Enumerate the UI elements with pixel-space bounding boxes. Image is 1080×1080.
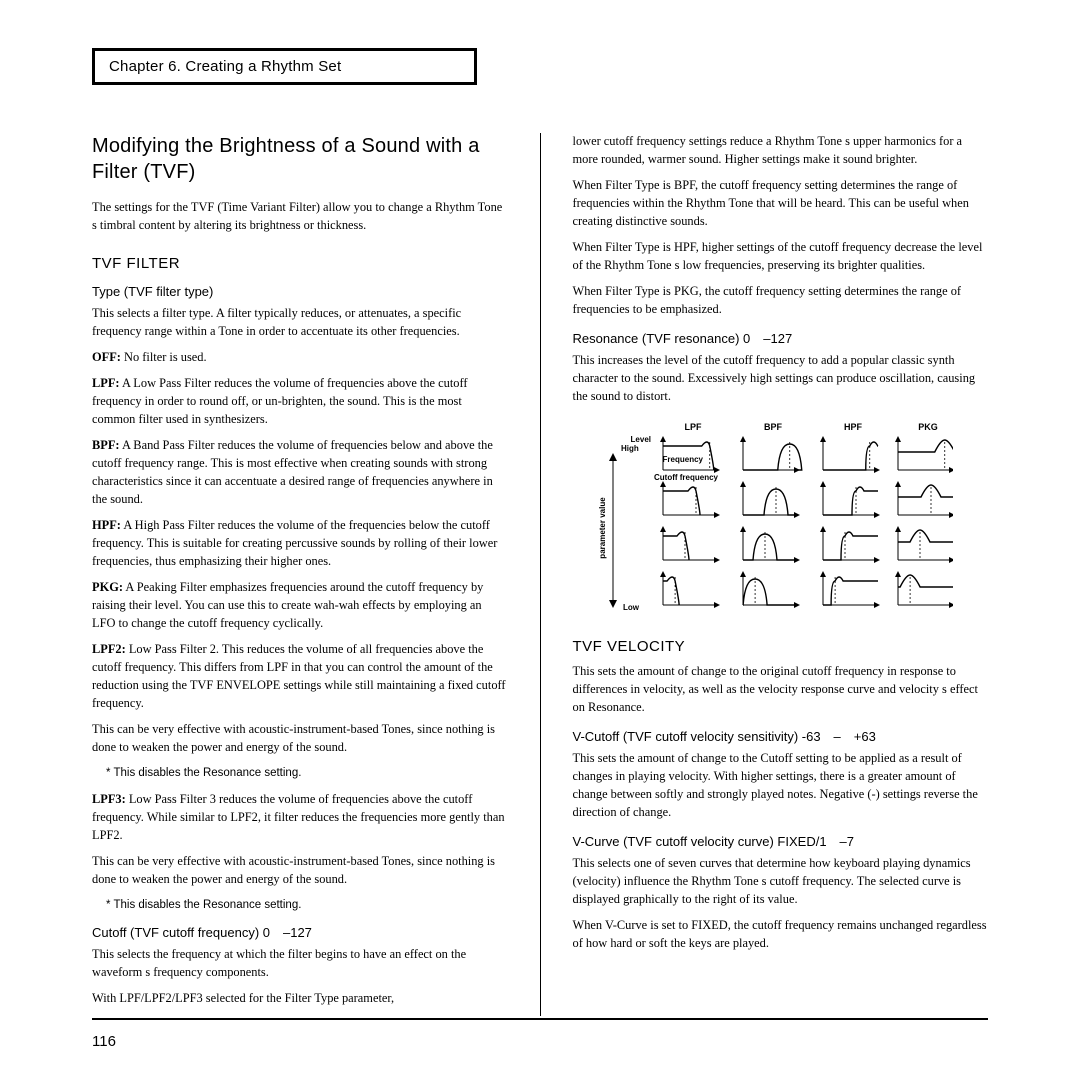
- intro-text: The settings for the TVF (Time Variant F…: [92, 199, 508, 235]
- lpf-def: LPF: A Low Pass Filter reduces the volum…: [92, 375, 508, 429]
- svg-text:LPF: LPF: [684, 422, 702, 432]
- svg-text:PKG: PKG: [918, 422, 938, 432]
- chapter-header: Chapter 6. Creating a Rhythm Set: [92, 48, 477, 85]
- note-1: This disables the Resonance setting.: [106, 765, 508, 781]
- cutoff-p2: With LPF/LPF2/LPF3 selected for the Filt…: [92, 990, 508, 1008]
- left-column: Modifying the Brightness of a Sound with…: [92, 133, 508, 1016]
- svg-text:Frequency: Frequency: [662, 455, 703, 464]
- svg-text:Cutoff frequency: Cutoff frequency: [654, 473, 719, 482]
- type-heading: Type (TVF filter type): [92, 284, 508, 299]
- vcurve-heading: V-Curve (TVF cutoff velocity curve) FIXE…: [573, 834, 989, 849]
- vcutoff-heading: V-Cutoff (TVF cutoff velocity sensitivit…: [573, 729, 989, 744]
- svg-text:Low: Low: [623, 603, 640, 612]
- right-column: lower cutoff frequency settings reduce a…: [573, 133, 989, 1016]
- off-def: OFF: No filter is used.: [92, 349, 508, 367]
- vcurve-p2: When V-Curve is set to FIXED, the cutoff…: [573, 917, 989, 953]
- bpf-def: BPF: A Band Pass Filter reduces the volu…: [92, 437, 508, 509]
- lpf3-def: LPF3: Low Pass Filter 3 reduces the volu…: [92, 791, 508, 845]
- r-p2: When Filter Type is BPF, the cutoff freq…: [573, 177, 989, 231]
- vcutoff-p: This sets the amount of change to the Cu…: [573, 750, 989, 822]
- hpf-def: HPF: A High Pass Filter reduces the volu…: [92, 517, 508, 571]
- svg-text:parameter value: parameter value: [598, 497, 607, 559]
- filter-diagram: LPF BPF HPF PKG Level High Low Frequency…: [573, 418, 989, 618]
- cutoff-heading: Cutoff (TVF cutoff frequency) 0 –127: [92, 925, 508, 940]
- content-columns: Modifying the Brightness of a Sound with…: [92, 133, 988, 1016]
- resonance-p: This increases the level of the cutoff f…: [573, 352, 989, 406]
- r-p1: lower cutoff frequency settings reduce a…: [573, 133, 989, 169]
- resonance-heading: Resonance (TVF resonance) 0 –127: [573, 331, 989, 346]
- cutoff-p1: This selects the frequency at which the …: [92, 946, 508, 982]
- note-2: This disables the Resonance setting.: [106, 897, 508, 913]
- vel-intro: This sets the amount of change to the or…: [573, 663, 989, 717]
- tvf-filter-heading: TVF FILTER: [92, 255, 508, 272]
- tvf-velocity-heading: TVF VELOCITY: [573, 638, 989, 655]
- pkg-def: PKG: A Peaking Filter emphasizes frequen…: [92, 579, 508, 633]
- footer-rule: [92, 1018, 988, 1020]
- svg-text:HPF: HPF: [844, 422, 863, 432]
- svg-text:Level: Level: [630, 435, 650, 444]
- svg-text:BPF: BPF: [764, 422, 783, 432]
- r-p3: When Filter Type is HPF, higher settings…: [573, 239, 989, 275]
- r-p4: When Filter Type is PKG, the cutoff freq…: [573, 283, 989, 319]
- lpf2-extra: This can be very effective with acoustic…: [92, 721, 508, 757]
- section-title: Modifying the Brightness of a Sound with…: [92, 133, 508, 185]
- svg-text:High: High: [621, 444, 639, 453]
- vcurve-p1: This selects one of seven curves that de…: [573, 855, 989, 909]
- type-intro: This selects a filter type. A filter typ…: [92, 305, 508, 341]
- lpf2-def: LPF2: Low Pass Filter 2. This reduces th…: [92, 641, 508, 713]
- page-number: 116: [92, 1033, 116, 1050]
- column-divider: [540, 133, 541, 1016]
- lpf3-extra: This can be very effective with acoustic…: [92, 853, 508, 889]
